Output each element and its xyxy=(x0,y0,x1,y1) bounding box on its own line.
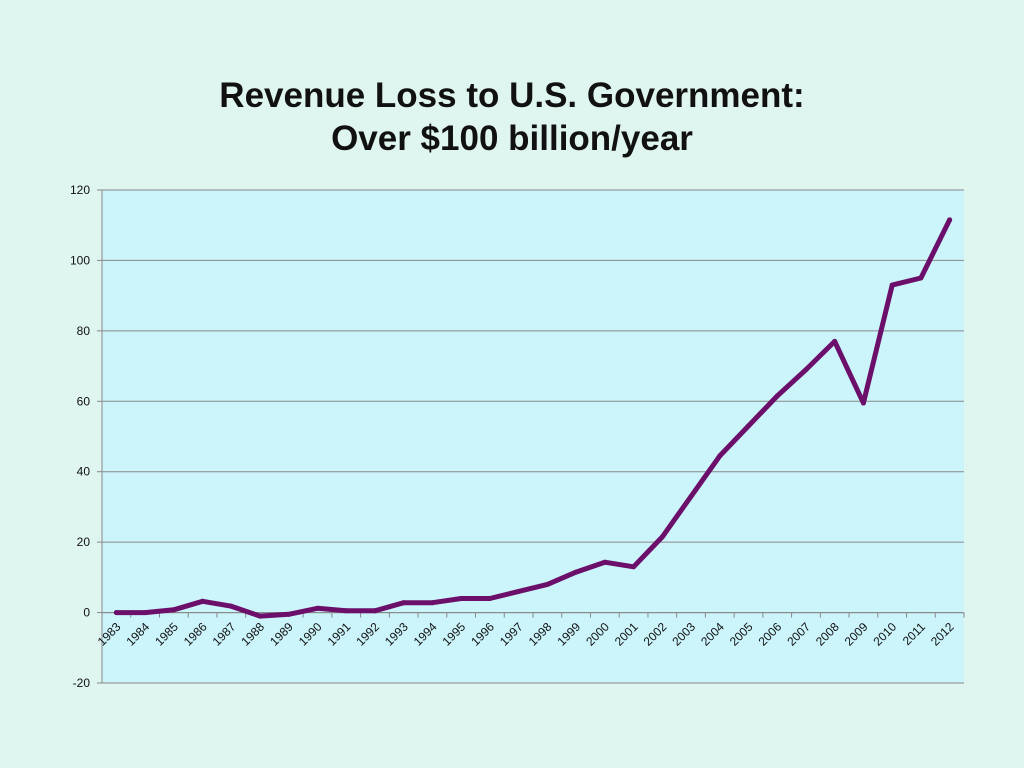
data-point xyxy=(228,603,234,609)
data-point xyxy=(602,559,608,565)
chart-title-line-2: Over $100 billion/year xyxy=(331,119,693,158)
data-point xyxy=(171,607,177,613)
data-point xyxy=(516,588,522,594)
data-point xyxy=(113,610,119,616)
data-point xyxy=(343,608,349,614)
data-point xyxy=(257,613,263,619)
chart-title-line-1: Revenue Loss to U.S. Government: xyxy=(219,76,805,115)
data-point xyxy=(315,605,320,611)
data-point xyxy=(688,493,694,499)
data-point xyxy=(401,600,407,606)
data-point xyxy=(573,569,579,575)
data-point xyxy=(200,598,206,604)
chart-title: Revenue Loss to U.S. Government: Over $1… xyxy=(0,74,1024,160)
data-point xyxy=(659,534,665,540)
data-point xyxy=(918,275,924,281)
data-point xyxy=(286,611,292,617)
data-point xyxy=(458,595,464,601)
data-point xyxy=(372,608,378,614)
data-point xyxy=(947,217,953,223)
y-tick-label: 20 xyxy=(77,535,91,549)
data-point xyxy=(860,400,866,406)
data-point xyxy=(774,393,780,399)
y-tick-label: -20 xyxy=(73,676,91,690)
series-line-0 xyxy=(113,217,953,619)
y-tick-label: 0 xyxy=(83,606,90,620)
y-tick-label: 40 xyxy=(77,465,91,479)
data-point xyxy=(717,453,723,459)
data-point xyxy=(803,367,809,373)
y-tick-label: 100 xyxy=(70,253,90,267)
y-tick-label: 120 xyxy=(70,183,90,197)
data-point xyxy=(832,338,838,344)
data-point xyxy=(746,423,751,429)
y-tick-label: 60 xyxy=(77,394,91,408)
data-point xyxy=(631,564,637,570)
plot-area xyxy=(102,190,964,683)
data-point xyxy=(544,581,550,587)
data-point xyxy=(889,282,895,288)
y-tick-label: 80 xyxy=(77,324,91,338)
data-point xyxy=(487,595,493,601)
data-point xyxy=(142,610,148,616)
data-point xyxy=(429,600,435,606)
